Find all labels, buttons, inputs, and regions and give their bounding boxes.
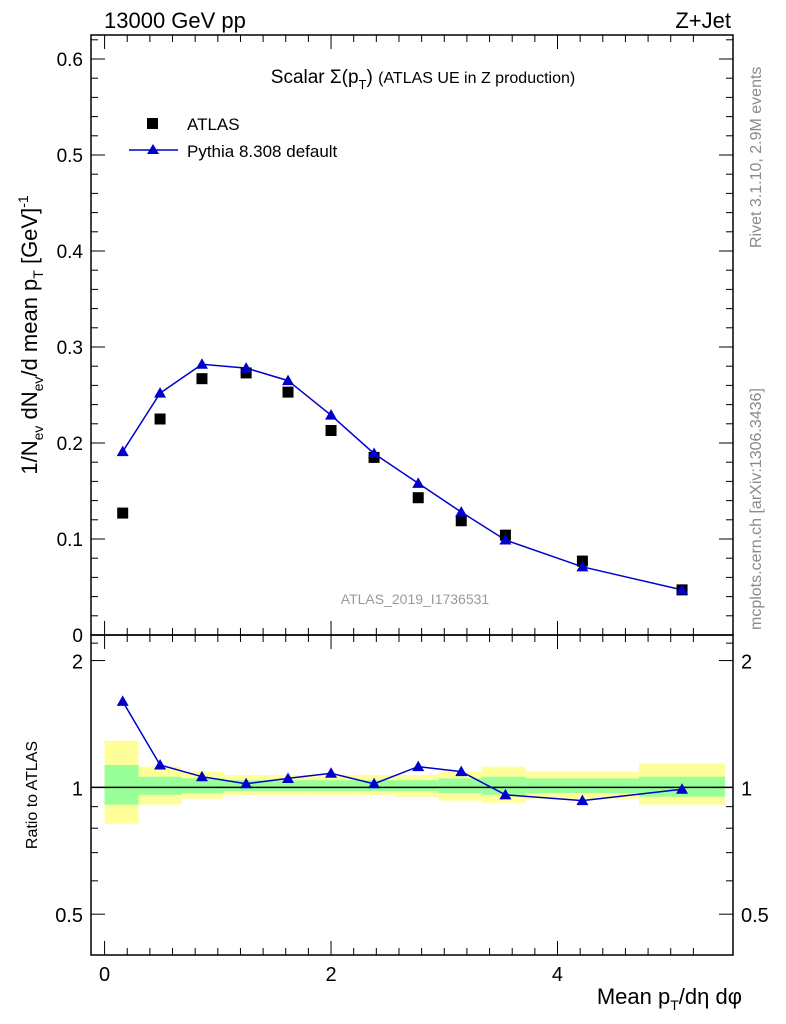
main-plot-area xyxy=(116,358,689,596)
main-y-tick-label: 0.3 xyxy=(57,338,83,359)
ratio-panel: 0.5 0.5 1 1 2 2 0 2 4 Ratio to ATLAS Mean pT/dη … xyxy=(24,634,769,1013)
ratio-pythia-point xyxy=(499,788,512,800)
pythia-data-point xyxy=(195,358,208,369)
ratio-y-tick-label-right: 2 xyxy=(741,652,752,674)
atlas-data-point xyxy=(154,413,166,425)
pythia-data-point xyxy=(412,477,425,488)
x-axis-label: Mean pT/dη dφ xyxy=(597,984,742,1013)
ratio-y-tick-label: 2 xyxy=(72,652,83,674)
uncertainty-band-inner xyxy=(181,778,224,793)
rivet-version-label: Rivet 3.1.10, 2.9M events xyxy=(748,67,765,248)
uncertainty-band-inner xyxy=(395,780,439,792)
ratio-pythia-point xyxy=(282,772,295,783)
atlas-data-point xyxy=(240,367,252,379)
atlas-data-point xyxy=(282,386,294,398)
ratio-pythia-point xyxy=(195,770,208,782)
legend-marker-pythia xyxy=(147,144,159,154)
uncertainty-band-inner xyxy=(525,778,640,793)
analysis-watermark: ATLAS_2019_I1736531 xyxy=(341,591,490,607)
pythia-data-point xyxy=(676,583,689,595)
ratio-pythia-line xyxy=(122,701,683,802)
source-label: mcplots.cern.ch [arXiv:1306.3436] xyxy=(748,388,765,630)
pythia-data-point xyxy=(154,387,167,398)
ratio-frame xyxy=(90,634,734,956)
ratio-plot-area xyxy=(91,695,733,824)
ratio-pythia-point xyxy=(240,777,253,789)
x-tick-label: 4 xyxy=(552,964,563,986)
uncertainty-band-inner xyxy=(138,776,182,795)
main-y-tick-label: 0.2 xyxy=(57,434,83,455)
x-tick-label: 2 xyxy=(325,964,336,986)
ratio-pythia-point xyxy=(368,777,381,789)
pythia-data-point xyxy=(499,533,512,545)
pythia-data-point xyxy=(240,362,253,373)
legend-label-pythia: Pythia 8.308 default xyxy=(187,142,338,161)
pythia-data-point xyxy=(455,506,468,517)
uncertainty-band-inner xyxy=(309,780,353,792)
header-right-label: Z+Jet xyxy=(675,8,731,33)
main-y-tick-label: 0.1 xyxy=(57,530,83,551)
uncertainty-band-inner xyxy=(104,765,139,805)
main-y-axis-label: 1/Nev dNev/d mean pT [GeV]-1 xyxy=(15,195,46,475)
atlas-data-point xyxy=(117,507,129,519)
legend-label-atlas: ATLAS xyxy=(187,115,240,134)
ratio-pythia-point xyxy=(676,783,689,794)
ratio-pythia-point xyxy=(412,760,425,772)
ratio-y-tick-label-right: 1 xyxy=(741,778,752,800)
pythia-data-point xyxy=(282,374,295,386)
pythia-data-point xyxy=(325,409,338,420)
pythia-data-point xyxy=(116,445,129,457)
ratio-pythia-point xyxy=(116,695,129,706)
ratio-axis-ticks: 0.5 0.5 1 1 2 2 0 2 4 xyxy=(55,635,769,986)
pythia-data-point xyxy=(368,447,381,459)
main-y-tick-label: 0 xyxy=(72,626,83,647)
atlas-data-point xyxy=(412,492,424,504)
ratio-y-tick-label: 1 xyxy=(72,778,83,800)
main-axis-ticks: 0 0.1 0.2 0.3 0.4 0.5 0.6 xyxy=(57,35,733,647)
x-tick-label: 0 xyxy=(99,964,110,986)
pythia-data-point xyxy=(576,560,589,572)
ratio-pythia-point xyxy=(325,767,338,778)
legend: ATLAS Pythia 8.308 default xyxy=(129,115,338,161)
atlas-data-point xyxy=(325,425,337,437)
ratio-pythia-point xyxy=(154,759,167,770)
atlas-data-point xyxy=(196,373,208,385)
legend-marker-atlas xyxy=(147,118,158,129)
ratio-y-tick-label: 0.5 xyxy=(55,905,83,927)
ratio-y-tick-label-right: 0.5 xyxy=(741,905,769,927)
uncertainty-band-inner xyxy=(481,776,526,795)
ratio-pythia-point xyxy=(455,765,468,777)
pythia-line xyxy=(122,363,683,591)
uncertainty-band-inner xyxy=(438,778,482,793)
header-left-label: 13000 GeV pp xyxy=(104,8,246,33)
main-title: Scalar Σ(pT) (ATLAS UE in Z production) xyxy=(271,67,575,92)
uncertainty-band-inner xyxy=(266,780,310,792)
main-y-tick-label: 0.5 xyxy=(57,146,83,167)
ratio-pythia-point xyxy=(576,794,589,806)
atlas-data-point xyxy=(455,515,467,527)
ratio-y-axis-label: Ratio to ATLAS xyxy=(24,741,41,849)
main-y-tick-label: 0.6 xyxy=(57,50,83,71)
main-y-tick-label: 0.4 xyxy=(57,242,84,263)
main-panel: 0 0.1 0.2 0.3 0.4 0.5 0.6 Scalar Σ(pT) (ATLAS … xyxy=(15,34,734,647)
